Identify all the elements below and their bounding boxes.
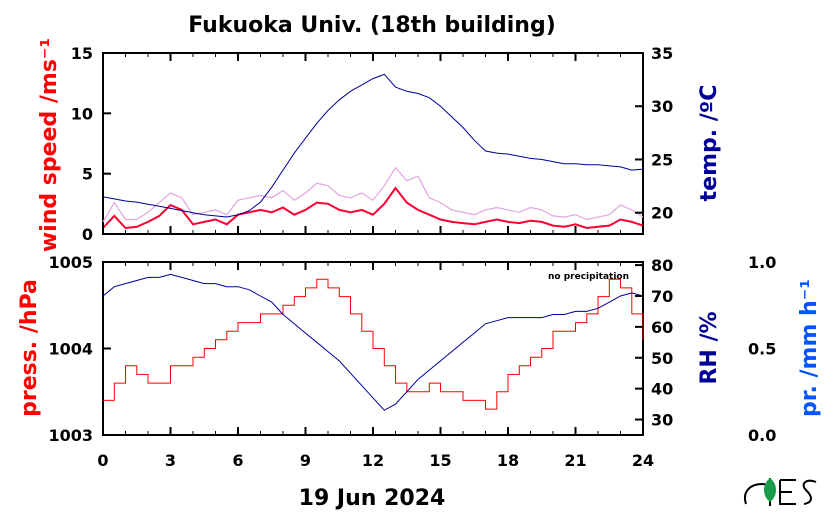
y-tick-label: 0 <box>82 225 93 244</box>
series-wind-speed <box>102 186 644 230</box>
x-tick-label: 6 <box>232 451 243 470</box>
y-tick-label: 30 <box>651 97 673 116</box>
y-tick-label: 60 <box>651 318 673 337</box>
series-relative-humidity <box>102 273 644 411</box>
y-tick-label: 50 <box>651 349 673 368</box>
temperature-axis-label: temp. /ºC <box>697 85 722 202</box>
x-tick-label: 15 <box>429 451 451 470</box>
date-label: 19 Jun 2024 <box>299 486 446 511</box>
y-tick-label: 80 <box>651 256 673 275</box>
x-tick-label: 21 <box>564 451 586 470</box>
y-tick-label: 70 <box>651 287 673 306</box>
bottom-series-group <box>102 273 644 411</box>
series-temperature <box>102 73 644 218</box>
top-ticks-group: 0 5 10 15 20 25 30 35 <box>71 44 674 244</box>
top-panel: 0 5 10 15 20 25 30 35 wind speed /ms⁻¹ temp. /º… <box>37 38 722 252</box>
y-tick-label: 1004 <box>48 340 93 359</box>
x-tick-label: 24 <box>632 451 654 470</box>
x-tick-label: 0 <box>97 451 108 470</box>
chart-title: Fukuoka Univ. (18th building) <box>188 13 556 38</box>
y-tick-label: 1.0 <box>748 253 776 272</box>
y-tick-label: 1003 <box>48 426 93 445</box>
series-pressure <box>103 278 644 410</box>
x-tick-label: 18 <box>497 451 519 470</box>
humidity-axis-label: RH /% <box>697 311 722 384</box>
pressure-axis-label: press. /hPa <box>17 279 42 417</box>
series-wind-gust <box>102 166 644 223</box>
y-tick-label: 10 <box>71 104 93 123</box>
y-tick-label: 30 <box>651 411 673 430</box>
bottom-panel: 1003 1004 1005 30 40 50 60 70 80 0.0 0.5 1.0 no pre… <box>17 253 822 445</box>
bottom-ticks-group: 1003 1004 1005 30 40 50 60 70 80 0.0 0.5 1.0 <box>48 253 776 445</box>
y-tick-label: 0.5 <box>748 340 776 359</box>
y-tick-label: 15 <box>71 44 93 63</box>
y-tick-label: 25 <box>651 150 673 169</box>
x-tick-label: 9 <box>300 451 311 470</box>
y-tick-label: 0.0 <box>748 426 776 445</box>
x-tick-labels: 0 3 6 9 12 15 18 21 24 <box>97 53 654 470</box>
no-precipitation-note: no precipitation <box>548 272 629 282</box>
precipitation-axis-label: pr. /mm h⁻¹ <box>797 279 822 417</box>
y-tick-label: 35 <box>651 44 673 63</box>
y-tick-label: 40 <box>651 380 673 399</box>
x-tick-label: 12 <box>362 451 384 470</box>
wind-speed-axis-label: wind speed /ms⁻¹ <box>37 38 62 252</box>
y-tick-label: 1005 <box>48 253 93 272</box>
top-series-group <box>102 73 644 230</box>
top-plot-frame <box>102 52 644 235</box>
y-tick-label: 5 <box>82 165 93 184</box>
institute-logo <box>744 478 817 506</box>
y-tick-label: 20 <box>651 204 673 223</box>
x-tick-label: 3 <box>165 451 176 470</box>
